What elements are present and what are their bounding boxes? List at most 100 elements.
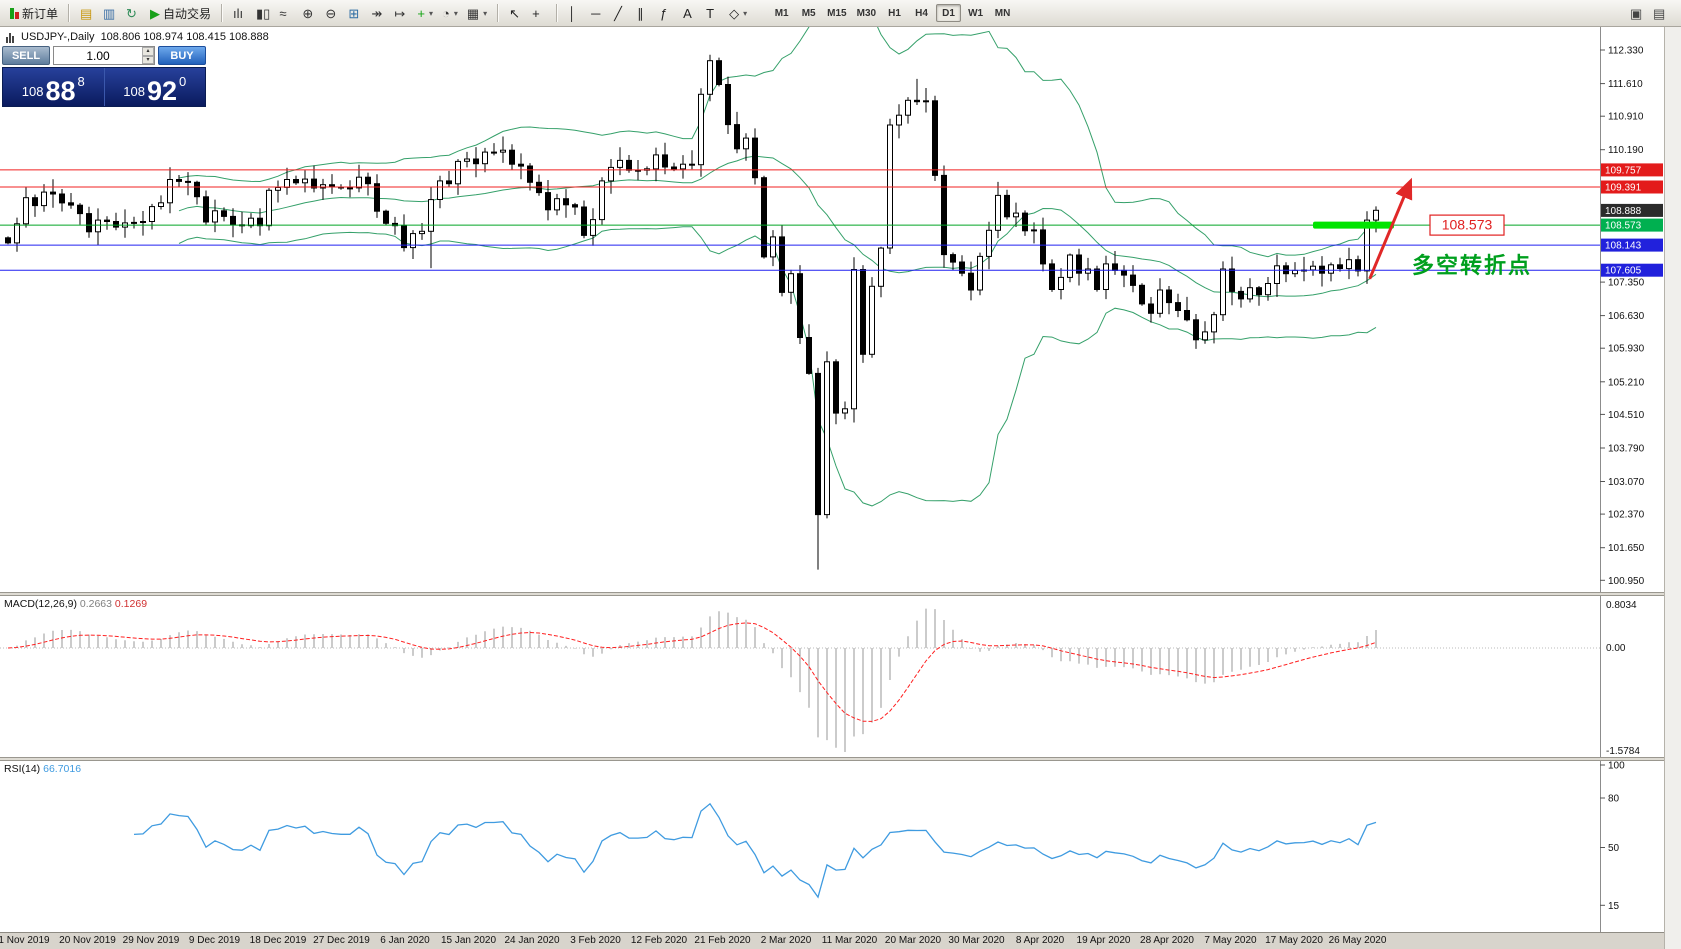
fibonacci-icon: ƒ: [660, 5, 668, 21]
timeframe-h4-button[interactable]: H4: [909, 4, 934, 22]
price-tag-label: 109.757: [1605, 165, 1642, 176]
up-trend-arrow[interactable]: [1368, 177, 1413, 280]
price-tick-label: 103.790: [1608, 444, 1645, 455]
periods-icon: ◔: [441, 5, 450, 21]
timeframe-d1-button[interactable]: D1: [936, 4, 962, 22]
window-list-button[interactable]: ▤: [1649, 2, 1671, 24]
auto-scroll-icon: ↠: [371, 5, 383, 21]
date-label: 20 Nov 2019: [59, 935, 116, 946]
candle: [176, 179, 182, 182]
new-window-icon: ▣: [1630, 5, 1643, 21]
bollinger-lower-band[interactable]: [178, 226, 1377, 507]
candle: [707, 60, 713, 95]
panel-separator[interactable]: [0, 592, 1664, 596]
macd-panel-svg[interactable]: 0.8034 0.00 -1.5784: [0, 596, 1664, 757]
crosshair-button[interactable]: +: [528, 2, 550, 24]
rsi-label: RSI(14) 66.7016: [4, 763, 81, 775]
candle: [410, 233, 416, 249]
candle: [896, 114, 902, 126]
candle: [1130, 274, 1136, 286]
volume-down-button[interactable]: ▾: [142, 55, 154, 64]
price-chart-svg[interactable]: 108.573 多空转折点 112.330 111.610 110.910 110.190…: [0, 27, 1664, 592]
templates-button[interactable]: ▦ ▾: [463, 2, 491, 24]
timeframe-mn-button[interactable]: MN: [990, 4, 1015, 22]
candle: [1076, 254, 1082, 274]
horizontal-line-button[interactable]: ─: [587, 2, 609, 24]
candle: [923, 100, 929, 103]
rsi-panel-svg[interactable]: 100 80 50 15: [0, 761, 1664, 932]
bar-chart-button[interactable]: ılı: [229, 2, 251, 24]
auto-trading-icon: ▶: [150, 5, 161, 21]
candle: [572, 204, 578, 208]
candlestick-chart-button[interactable]: ▮▯: [252, 2, 274, 24]
line-chart-button[interactable]: ≈: [275, 2, 297, 24]
toolbar-separator: [68, 4, 71, 22]
chart-ohlc: 108.806 108.974 108.415 108.888: [100, 31, 269, 43]
volume-up-button[interactable]: ▴: [142, 47, 154, 56]
candle: [959, 261, 965, 274]
rsi-line[interactable]: [133, 802, 1377, 899]
price-tick-label: 102.370: [1608, 510, 1645, 521]
tile-windows-button[interactable]: ⊞: [344, 2, 366, 24]
timeframe-m15-button[interactable]: M15: [823, 4, 850, 22]
dropdown-arrow-icon: ▾: [743, 8, 748, 18]
timeframe-h1-button[interactable]: H1: [882, 4, 907, 22]
panel-separator[interactable]: [0, 757, 1664, 761]
support-zone-bar[interactable]: [1313, 221, 1394, 229]
auto-scroll-button[interactable]: ↠: [367, 2, 389, 24]
navigator-button[interactable]: ↻: [122, 2, 144, 24]
horizontal-line-icon: ─: [591, 5, 601, 21]
indicators-button[interactable]: + ▾: [413, 2, 437, 24]
date-axis[interactable]: 1 Nov 2019 20 Nov 2019 29 Nov 2019 9 Dec 20…: [0, 932, 1664, 949]
candle: [554, 198, 560, 211]
date-label: 18 Dec 2019: [249, 935, 307, 946]
timeframe-m5-button[interactable]: M5: [796, 4, 821, 22]
sell-button[interactable]: SELL: [2, 46, 50, 65]
candle: [167, 179, 173, 204]
turning-point-label[interactable]: 多空转折点: [1412, 253, 1532, 278]
sell-price-display[interactable]: 108 88 8: [3, 68, 105, 106]
toolbar-group-pointer: ↖ +: [505, 2, 550, 24]
price-tick-label: 112.330: [1608, 46, 1644, 57]
channel-button[interactable]: ∥: [633, 2, 655, 24]
text-button[interactable]: A: [679, 2, 701, 24]
candle: [14, 223, 20, 244]
periods-button[interactable]: ◔ ▾: [438, 2, 462, 24]
candle: [779, 236, 785, 293]
date-label: 15 Jan 2020: [440, 935, 497, 946]
label-button[interactable]: T: [702, 2, 724, 24]
candle: [86, 213, 92, 233]
candle: [518, 163, 524, 167]
date-label: 24 Jan 2020: [504, 935, 560, 946]
vertical-line-button[interactable]: │: [564, 2, 586, 24]
chart-shift-button[interactable]: ↦: [390, 2, 412, 24]
fibonacci-button[interactable]: ƒ: [656, 2, 678, 24]
candle: [851, 269, 857, 410]
candle: [950, 254, 956, 263]
candle: [680, 163, 686, 170]
shapes-button[interactable]: ◇ ▾: [725, 2, 751, 24]
new-window-button[interactable]: ▣: [1626, 2, 1648, 24]
date-label: 26 May 2020: [1328, 935, 1387, 946]
market-watch-button[interactable]: ▤: [76, 2, 98, 24]
candle: [599, 180, 605, 221]
timeframe-m1-button[interactable]: M1: [769, 4, 794, 22]
one-click-trading-panel: SELL ▴ ▾ BUY 108 88 8 108 92 0: [2, 46, 206, 107]
zoom-out-button[interactable]: ⊖: [321, 2, 343, 24]
trendline-button[interactable]: ╱: [610, 2, 632, 24]
candle: [1229, 268, 1235, 292]
buy-price-display[interactable]: 108 92 0: [104, 68, 205, 106]
price-callout-box[interactable]: [1429, 214, 1505, 236]
auto-trading-button[interactable]: ▶ 自动交易: [146, 2, 215, 24]
new-order-button[interactable]: 新订单: [6, 2, 62, 24]
timeframe-m30-button[interactable]: M30: [853, 4, 880, 22]
candle: [671, 166, 677, 170]
timeframe-w1-button[interactable]: W1: [963, 4, 988, 22]
buy-button[interactable]: BUY: [158, 46, 206, 65]
candle: [1049, 263, 1055, 290]
cursor-button[interactable]: ↖: [505, 2, 527, 24]
zoom-in-button[interactable]: ⊕: [298, 2, 320, 24]
data-window-button[interactable]: ▥: [99, 2, 121, 24]
volume-input[interactable]: [54, 47, 142, 64]
bollinger-upper-band[interactable]: [178, 27, 1377, 258]
